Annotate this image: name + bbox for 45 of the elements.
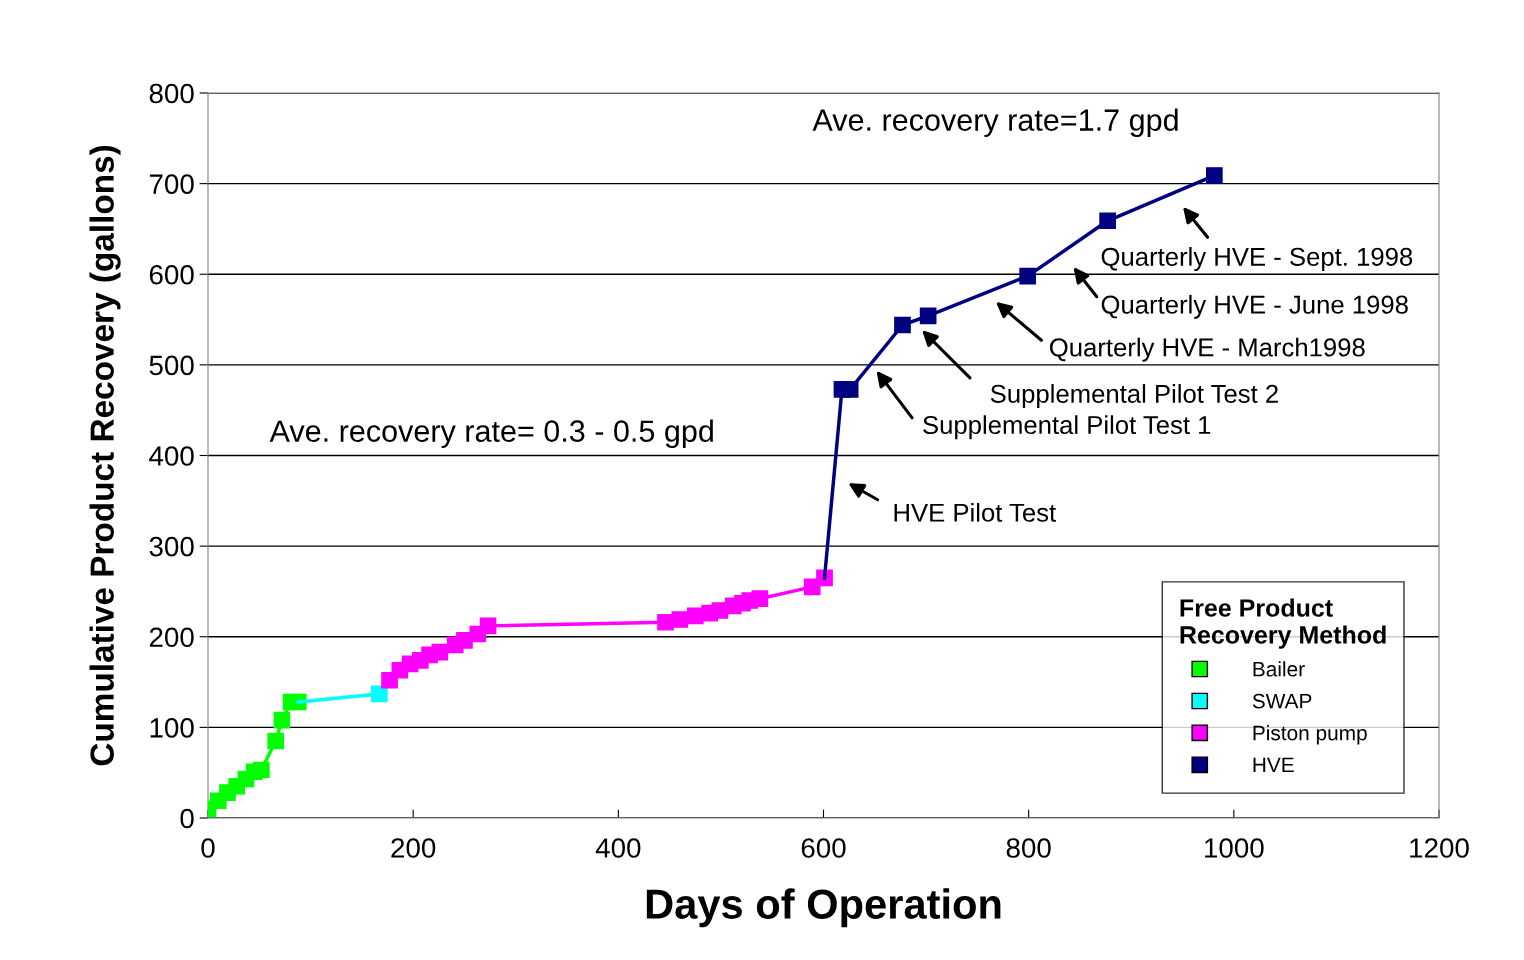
point xyxy=(1099,212,1116,230)
point xyxy=(751,590,769,608)
point xyxy=(894,316,911,334)
point xyxy=(671,611,689,628)
y-axis-title: Cumulative Product Recovery (gallons) xyxy=(89,145,121,766)
point xyxy=(1019,267,1036,285)
y-tick-label: 0 xyxy=(180,808,194,829)
point xyxy=(370,685,388,703)
annotation: Quarterly HVE - Sept. 1998 xyxy=(1101,247,1413,271)
annotation: Supplemental Pilot Test 1 xyxy=(923,415,1211,440)
y-tick-label: 800 xyxy=(149,83,194,104)
legend-label: HVE xyxy=(1253,757,1294,773)
legend-label: Bailer xyxy=(1253,661,1305,677)
annotation: HVE Pilot Test xyxy=(894,502,1056,522)
point xyxy=(267,732,285,750)
x-tick-label: 0 xyxy=(201,838,215,858)
legend-label: Piston pump xyxy=(1253,725,1367,745)
x-tick-label: 600 xyxy=(801,838,846,858)
annotation: Quarterly HVE - June 1998 xyxy=(1101,294,1408,319)
x-tick-label: 1200 xyxy=(1410,838,1469,858)
y-tick-label: 500 xyxy=(149,355,194,376)
point xyxy=(919,307,937,325)
point xyxy=(657,613,674,631)
point xyxy=(273,711,291,729)
y-tick-label: 600 xyxy=(149,264,194,285)
y-tick-label: 200 xyxy=(149,627,194,648)
y-tick-label: 100 xyxy=(150,718,194,738)
x-tick-label: 800 xyxy=(1006,838,1051,858)
legend-title: Free Product Recovery Method xyxy=(1180,598,1386,649)
y-tick-label: 300 xyxy=(149,536,194,557)
annotation: Quarterly HVE - March1998 xyxy=(1049,337,1365,362)
x-tick-label: 400 xyxy=(595,838,641,858)
point xyxy=(1206,167,1223,184)
x-tick-label: 200 xyxy=(391,838,436,858)
x-tick-label: 1000 xyxy=(1205,838,1264,858)
annotation: Ave. recovery rate= 0.3 - 0.5 gpd xyxy=(269,419,713,448)
point xyxy=(841,381,859,398)
y-tick-label: 400 xyxy=(149,446,194,466)
annotation: Supplemental Pilot Test 2 xyxy=(990,384,1278,409)
legend-label: SWAP xyxy=(1252,693,1312,709)
point xyxy=(479,617,497,635)
annotation: Ave. recovery rate=1.7 gpd xyxy=(812,108,1178,137)
x-axis-title: Days of Operation xyxy=(646,888,1001,928)
y-tick-label: 700 xyxy=(149,174,194,194)
point xyxy=(253,761,270,779)
